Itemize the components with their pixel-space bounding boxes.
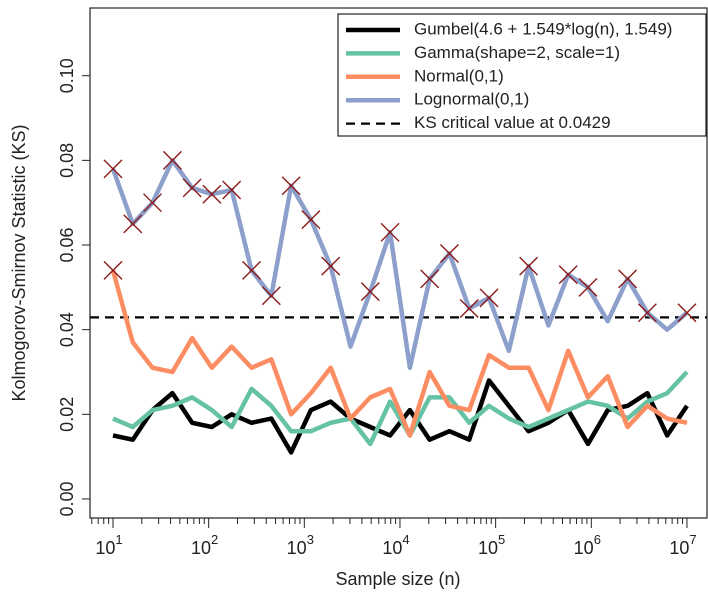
y-tick-label: 0.00 <box>57 481 77 516</box>
legend-label: KS critical value at 0.0429 <box>414 113 611 132</box>
x-tick-base: 10 <box>287 538 307 558</box>
x-tick-label: 106 <box>574 532 601 557</box>
rejection-marker <box>281 176 301 196</box>
y-tick-label: 0.10 <box>57 58 77 93</box>
x-axis-label: Sample size (n) <box>335 569 460 589</box>
x-tick-label: 104 <box>382 532 409 557</box>
x-tick-base: 10 <box>95 538 115 558</box>
rejection-marker <box>479 288 499 308</box>
x-tick-base: 10 <box>191 538 211 558</box>
x-tick-exponent: 6 <box>594 532 601 547</box>
rejection-marker <box>558 265 578 285</box>
x-tick-label: 105 <box>478 532 505 557</box>
x-tick-label: 102 <box>191 532 218 557</box>
rejection-marker <box>637 303 657 323</box>
x-tick-label: 107 <box>669 532 696 557</box>
x-tick-exponent: 5 <box>498 532 505 547</box>
x-tick-base: 10 <box>382 538 402 558</box>
x-tick-exponent: 1 <box>115 532 122 547</box>
rejection-marker <box>618 269 638 289</box>
rejection-marker <box>321 256 341 276</box>
rejection-marker <box>439 243 459 263</box>
x-tick-base: 10 <box>574 538 594 558</box>
rejection-marker <box>519 256 539 276</box>
rejection-marker <box>182 178 202 198</box>
x-tick-label: 103 <box>287 532 314 557</box>
rejection-marker <box>123 214 143 234</box>
rejection-marker <box>677 303 697 323</box>
y-tick-label: 0.06 <box>57 227 77 262</box>
x-tick-exponent: 3 <box>307 532 314 547</box>
x-tick-exponent: 7 <box>689 532 696 547</box>
rejection-marker <box>459 299 479 318</box>
legend-label: Lognormal(0,1) <box>414 90 529 109</box>
rejection-marker <box>162 150 182 170</box>
series-line <box>110 269 688 438</box>
y-axis-label: Kolmogorov-Smirnov Statistic (KS) <box>9 124 29 401</box>
rejection-marker <box>222 180 242 200</box>
plot-frame <box>89 7 708 519</box>
rejection-marker <box>380 222 400 242</box>
rejection-marker <box>301 210 321 230</box>
rejection-marker <box>360 282 380 302</box>
x-tick-exponent: 4 <box>402 532 409 547</box>
legend-label: Normal(0,1) <box>414 66 504 85</box>
y-tick-label: 0.04 <box>57 312 77 347</box>
y-tick-label: 0.08 <box>57 143 77 178</box>
rejection-marker <box>420 269 440 289</box>
y-tick-label: 0.02 <box>57 397 77 432</box>
x-tick-exponent: 2 <box>211 532 218 547</box>
rejection-marker <box>103 159 123 179</box>
rejection-marker <box>242 260 262 280</box>
x-tick-base: 10 <box>478 538 498 558</box>
rejection-marker <box>202 184 222 204</box>
series-line <box>112 370 689 447</box>
rejection-marker <box>578 277 598 297</box>
rejection-marker <box>143 193 163 213</box>
series-line <box>110 158 689 370</box>
x-tick-label: 101 <box>95 532 122 557</box>
legend-label: Gamma(shape=2, scale=1) <box>414 43 620 62</box>
legend-label: Gumbel(4.6 + 1.549*log(n), 1.549) <box>414 19 672 38</box>
x-tick-base: 10 <box>669 538 689 558</box>
rejection-marker <box>103 260 123 280</box>
rejection-marker <box>261 286 281 306</box>
